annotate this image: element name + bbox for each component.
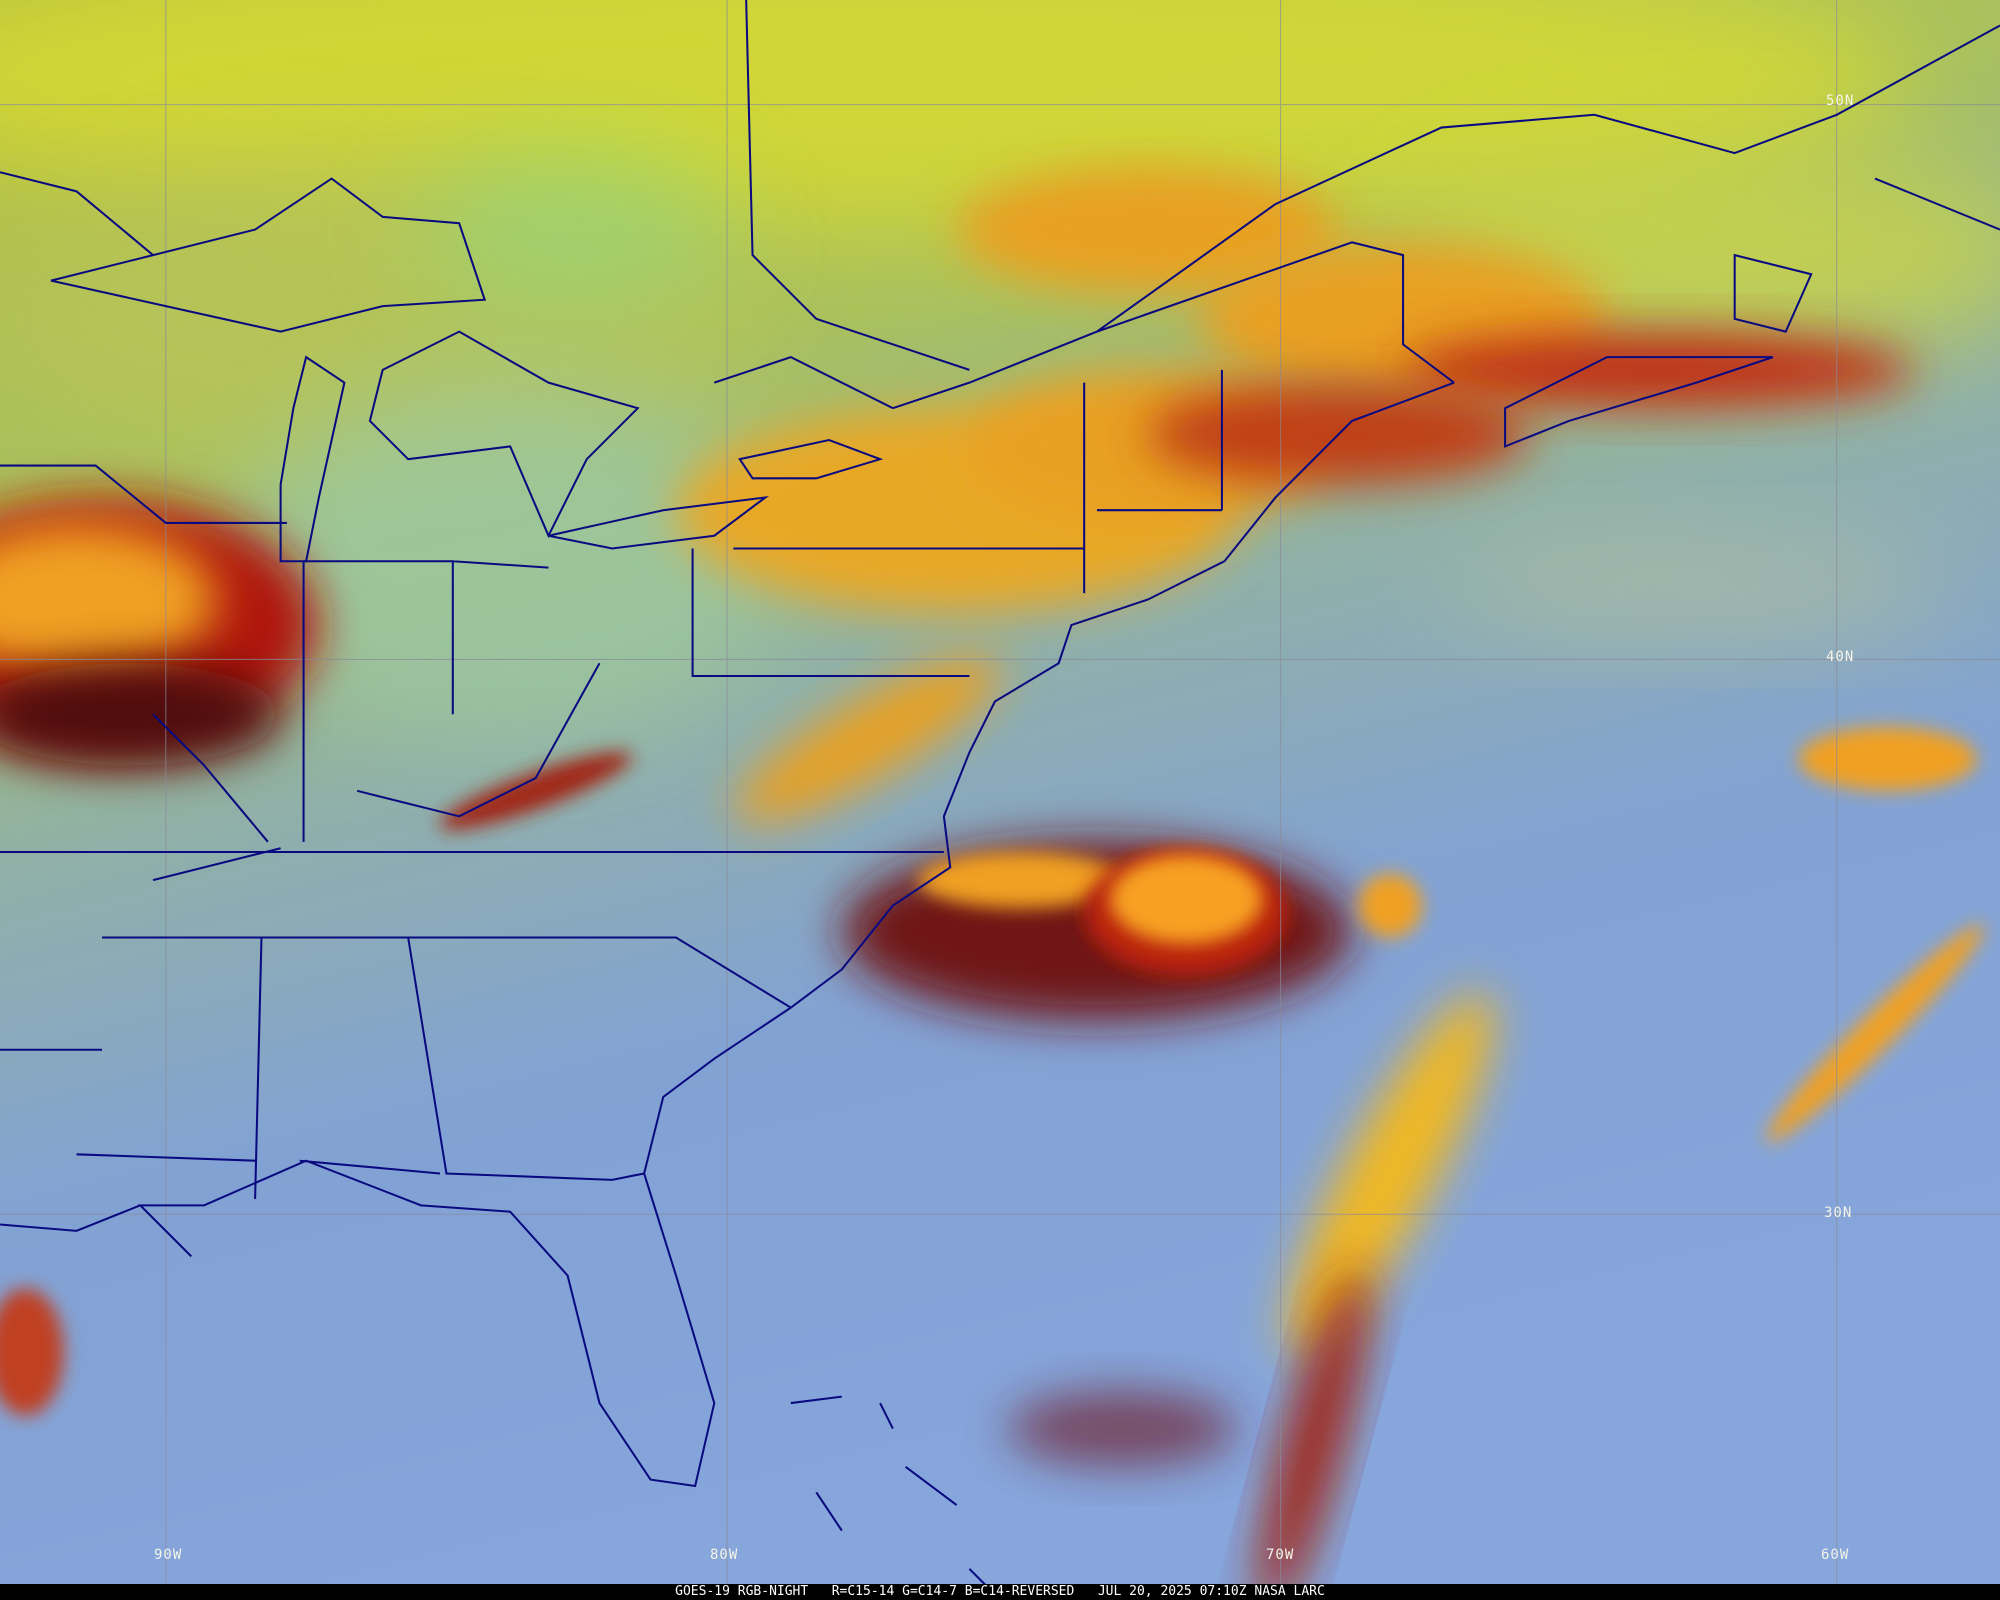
lake-superior: [50, 177, 487, 333]
longitude-label-70w: 70W: [1266, 1547, 1295, 1563]
longitude-label-60w: 60W: [1821, 1547, 1850, 1563]
caption-channels: R=C15-14 G=C14-7 B=C14-REVERSED: [831, 1584, 1075, 1599]
longitude-label-80w: 80W: [710, 1547, 739, 1563]
lake-erie: [548, 495, 769, 550]
latitude-label-40n: 40N: [1826, 649, 1855, 665]
lake-ontario: [738, 438, 884, 480]
image-caption-bar: GOES-19 RGB-NIGHT R=C15-14 G=C14-7 B=C14…: [0, 1584, 2000, 1600]
gulf-coast-louisiana: [0, 1204, 141, 1232]
bahamas-islands: [790, 1395, 996, 1596]
st-lawrence-canada-coast: [892, 24, 2000, 410]
state-borders: [0, 369, 1223, 1199]
maritimes: [1504, 356, 1774, 448]
caption-source: NASA LARC: [1254, 1584, 1325, 1599]
us-canada-border: [0, 0, 1455, 410]
caption-product: GOES-19 RGB-NIGHT: [675, 1584, 809, 1599]
lake-huron: [368, 330, 640, 539]
latitude-label-30n: 30N: [1824, 1205, 1853, 1221]
us-east-coastline: [137, 381, 1455, 1488]
nova-scotia-newfoundland: [1733, 177, 2000, 333]
caption-timestamp: JUL 20, 2025 07:10Z: [1097, 1584, 1247, 1599]
lake-michigan: [279, 355, 346, 563]
latitude-label-50n: 50N: [1826, 93, 1855, 109]
longitude-label-90w: 90W: [154, 1547, 183, 1563]
